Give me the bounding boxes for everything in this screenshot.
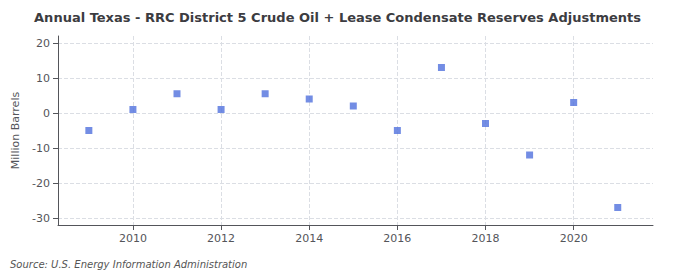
svg-text:0: 0 [43, 107, 50, 120]
svg-text:20: 20 [36, 37, 50, 50]
svg-text:Annual Texas - RRC District 5: Annual Texas - RRC District 5 Crude Oil … [34, 10, 641, 25]
svg-text:2012: 2012 [207, 232, 235, 245]
svg-text:-20: -20 [32, 177, 50, 190]
svg-text:-10: -10 [32, 142, 50, 155]
svg-text:2020: 2020 [560, 232, 588, 245]
svg-text:Source: U.S. Energy Informatio: Source: U.S. Energy Information Administ… [10, 259, 247, 270]
svg-text:2016: 2016 [383, 232, 411, 245]
svg-text:2010: 2010 [119, 232, 147, 245]
svg-text:2018: 2018 [472, 232, 500, 245]
svg-text:Million Barrels: Million Barrels [9, 92, 22, 170]
svg-text:-30: -30 [32, 212, 50, 225]
svg-text:2014: 2014 [295, 232, 323, 245]
svg-text:10: 10 [36, 72, 50, 85]
